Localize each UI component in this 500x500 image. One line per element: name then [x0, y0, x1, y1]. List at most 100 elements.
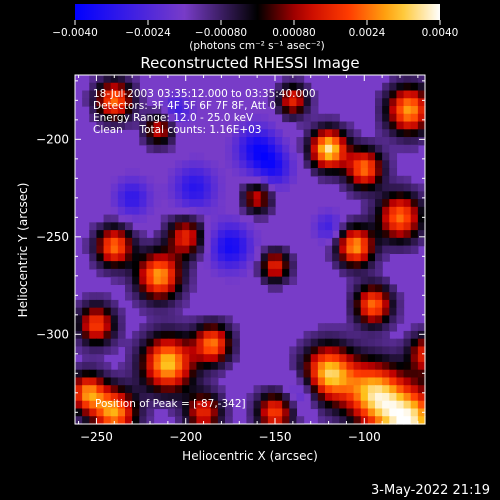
heatmap-cell: [382, 113, 390, 123]
heatmap-cell: [96, 416, 105, 425]
heatmap-cell: [389, 408, 398, 417]
heatmap-cell: [410, 106, 419, 115]
heatmap-cell: [389, 199, 398, 208]
heatmap-cell: [239, 237, 248, 247]
heatmap-cell: [167, 129, 176, 138]
heatmap-cell: [317, 369, 326, 379]
heatmap-cell: [103, 90, 112, 99]
heatmap-cell: [146, 284, 155, 293]
heatmap-cell: [210, 323, 219, 332]
heatmap-cell: [267, 253, 276, 262]
heatmap-cell: [282, 160, 290, 169]
heatmap-cell: [267, 400, 276, 410]
heatmap-cell: [317, 160, 326, 169]
heatmap-cell: [139, 330, 148, 340]
annotation-counts: Clean Total counts: 1.16E+03: [93, 124, 262, 136]
heatmap-cell: [332, 144, 340, 154]
heatmap-cell: [396, 385, 405, 394]
heatmap-cell: [125, 183, 133, 192]
heatmap-cell: [196, 237, 205, 247]
heatmap-cell: [225, 400, 233, 410]
heatmap-cell: [389, 206, 398, 216]
heatmap-cell: [239, 121, 248, 130]
heatmap-cell: [367, 361, 376, 371]
heatmap-cell: [360, 214, 369, 223]
heatmap-cell: [410, 98, 419, 107]
heatmap-cell: [125, 191, 133, 200]
heatmap-cell: [110, 416, 119, 425]
heatmap-cell: [189, 230, 198, 239]
heatmap-cell: [367, 369, 376, 379]
heatmap-cell: [182, 113, 190, 123]
heatmap-cell: [175, 230, 183, 239]
heatmap-cell: [125, 392, 133, 402]
heatmap-cell: [353, 129, 362, 138]
heatmap-cell: [282, 245, 290, 254]
heatmap-cell: [196, 323, 205, 332]
heatmap-cell: [189, 199, 198, 208]
heatmap-cell: [367, 284, 376, 293]
heatmap-cell: [167, 292, 176, 301]
heatmap-cell: [146, 199, 155, 208]
heatmap-cell: [275, 400, 283, 410]
heatmap-cell: [153, 121, 162, 130]
heatmap-cell: [82, 307, 90, 317]
heatmap-cell: [217, 315, 226, 324]
heatmap-cell: [325, 245, 333, 254]
heatmap-cell: [189, 268, 198, 278]
heatmap-cell: [146, 206, 155, 216]
heatmap-cell: [175, 113, 183, 123]
heatmap-cell: [382, 416, 390, 425]
heatmap-cell: [360, 307, 369, 317]
heatmap-cell: [117, 121, 126, 130]
heatmap-cell: [189, 183, 198, 192]
heatmap-cell: [310, 168, 319, 177]
heatmap-cell: [296, 416, 305, 425]
heatmap-cell: [132, 361, 140, 371]
heatmap-cell: [303, 330, 312, 340]
heatmap-cell: [339, 129, 348, 138]
heatmap-cell: [167, 330, 176, 340]
heatmap-cell: [203, 199, 212, 208]
heatmap-cell: [325, 392, 333, 402]
heatmap-cell: [353, 315, 362, 324]
heatmap-cell: [167, 369, 176, 379]
heatmap-cell: [275, 160, 283, 169]
heatmap-cell: [267, 175, 276, 185]
heatmap-cell: [317, 237, 326, 247]
heatmap-cell: [203, 323, 212, 332]
heatmap-cell: [260, 152, 269, 161]
heatmap-cell: [139, 214, 148, 223]
heatmap-cell: [160, 222, 169, 231]
heatmap-cell: [189, 98, 198, 107]
heatmap-cell: [217, 214, 226, 223]
heatmap-cell: [182, 214, 190, 223]
heatmap-cell: [339, 346, 348, 355]
heatmap-cell: [153, 292, 162, 301]
heatmap-cell: [110, 261, 119, 270]
heatmap-cell: [110, 385, 119, 394]
heatmap-cell: [117, 276, 126, 285]
heatmap-cell: [189, 315, 198, 324]
heatmap-cell: [296, 121, 305, 130]
heatmap-cell: [303, 98, 312, 107]
heatmap-cell: [89, 261, 98, 270]
heatmap-cell: [289, 75, 298, 84]
heatmap-cell: [153, 253, 162, 262]
heatmap-cell: [182, 299, 190, 309]
heatmap-cell: [353, 230, 362, 239]
heatmap-cell: [210, 361, 219, 371]
heatmap-cell: [325, 137, 333, 146]
heatmap-cell: [217, 268, 226, 278]
heatmap-cell: [96, 408, 105, 417]
heatmap-cell: [389, 361, 398, 371]
heatmap-cell: [146, 245, 155, 254]
heatmap-cell: [117, 183, 126, 192]
heatmap-cell: [146, 237, 155, 247]
heatmap-cell: [382, 206, 390, 216]
heatmap-cell: [346, 400, 355, 410]
heatmap-cell: [132, 400, 140, 410]
heatmap-cell: [282, 137, 290, 146]
heatmap-cell: [282, 268, 290, 278]
heatmap-cell: [217, 416, 226, 425]
